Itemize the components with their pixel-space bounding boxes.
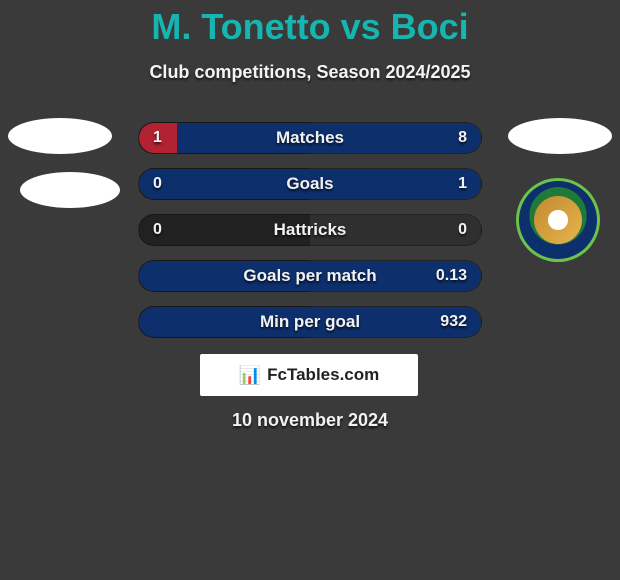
stat-value-right: 0.13 [436, 267, 467, 285]
stat-value-left: 1 [153, 129, 162, 147]
stat-bar-1: Goals0 1 [138, 168, 482, 200]
stat-value-left: 0 [153, 175, 162, 193]
stat-value-right: 0 [458, 221, 467, 239]
stat-label: Min per goal [139, 312, 481, 332]
site-logo-text: FcTables.com [267, 365, 379, 385]
stat-bar-3: Goals per match0.13 [138, 260, 482, 292]
stat-bar-4: Min per goal932 [138, 306, 482, 338]
stat-label: Goals per match [139, 266, 481, 286]
stat-label: Hattricks [139, 220, 481, 240]
stat-value-right: 932 [440, 313, 467, 331]
stat-value-left: 0 [153, 221, 162, 239]
date-text: 10 november 2024 [0, 410, 620, 431]
stat-value-right: 8 [458, 129, 467, 147]
subtitle: Club competitions, Season 2024/2025 [0, 62, 620, 83]
comparison-bars: Matches18Goals01Hattricks00Goals per mat… [138, 122, 482, 352]
club-left-ellipse [20, 172, 120, 208]
stat-label: Goals [139, 174, 481, 194]
stat-value-right: 1 [458, 175, 467, 193]
player-left-ellipse [8, 118, 112, 154]
chart-icon: 📊 [239, 365, 261, 386]
stat-label: Matches [139, 128, 481, 148]
stat-bar-2: Hattricks0 0 [138, 214, 482, 246]
site-logo[interactable]: 📊 FcTables.com [200, 354, 418, 396]
club-right-crest [516, 178, 600, 262]
page-title: M. Tonetto vs Boci [0, 6, 620, 48]
crest-inner [534, 196, 583, 245]
stat-bar-0: Matches1 8 [138, 122, 482, 154]
player-right-ellipse [508, 118, 612, 154]
